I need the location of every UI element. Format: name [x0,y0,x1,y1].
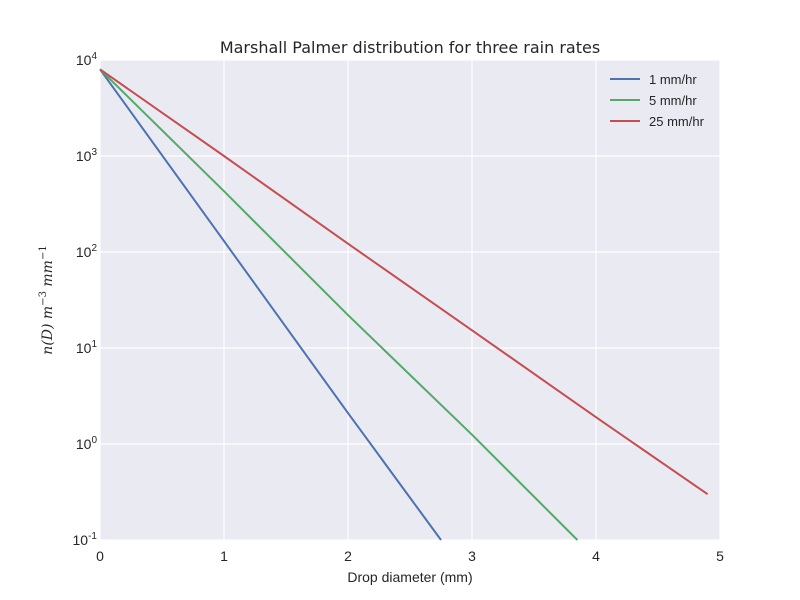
plot-area [100,60,720,540]
x-tick-labels: 0 1 2 3 4 5 [96,548,724,564]
y-tick-labels: 10-1 100 101 102 103 104 [73,51,98,548]
x-tick-label-3: 3 [468,548,476,564]
legend: 1 mm/hr 5 mm/hr 25 mm/hr [610,72,705,129]
chart-title: Marshall Palmer distribution for three r… [220,38,600,57]
x-tick-label-0: 0 [96,548,104,564]
series-line-2 [99,68,579,541]
y-tick-label-5: 104 [76,51,98,68]
x-tick-label-1: 1 [220,548,228,564]
y-tick-label-3: 102 [76,243,98,260]
x-tick-label-4: 4 [592,548,600,564]
y-tick-label-0: 10-1 [73,531,98,548]
legend-label-3: 25 mm/hr [649,114,705,129]
y-tick-label-4: 103 [76,147,98,164]
series-line-3 [99,68,709,496]
grid-lines [99,59,721,541]
x-axis-label: Drop diameter (mm) [347,569,472,585]
legend-label-2: 5 mm/hr [649,93,697,108]
series-layer [99,68,709,541]
y-tick-label-1: 100 [76,435,98,452]
series-line-1 [99,68,442,541]
x-tick-label-5: 5 [716,548,724,564]
y-tick-label-2: 101 [76,339,98,356]
x-tick-label-2: 2 [344,548,352,564]
legend-label-1: 1 mm/hr [649,72,697,87]
y-axis-label: n(D) m−3 mm−1 [38,245,56,354]
